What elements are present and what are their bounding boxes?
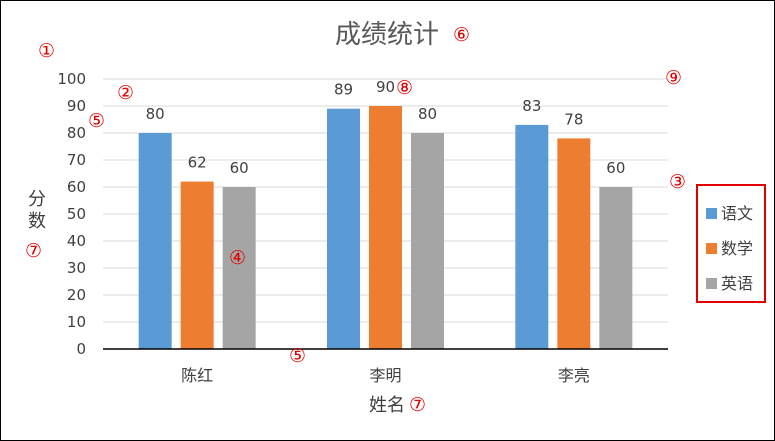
marker-data-series: ④ (229, 247, 246, 269)
data-label: 60 (230, 159, 249, 177)
y-tick-label: 100 (57, 70, 86, 88)
bar-陈红-数学 (180, 181, 214, 349)
data-label: 83 (522, 97, 541, 115)
bar-陈红-英语 (222, 187, 256, 349)
legend-label: 数学 (721, 239, 753, 258)
legend-swatch (706, 243, 717, 254)
legend-swatch (706, 208, 717, 219)
bar-李亮-英语 (599, 187, 633, 349)
marker-axis-title-x: ⑦ (409, 394, 426, 416)
x-tick-label: 陈红 (181, 366, 213, 385)
y-tick-label: 0 (76, 340, 86, 358)
data-label: 80 (146, 105, 165, 123)
y-axis-title: 分数 (28, 189, 46, 232)
data-label: 89 (334, 81, 353, 99)
data-label: 78 (564, 110, 583, 128)
bar-陈红-语文 (138, 133, 172, 349)
marker-chart-area: ① (38, 40, 55, 62)
data-label: 80 (418, 105, 437, 123)
marker-gridline: ⑨ (665, 67, 682, 89)
legend-box (696, 184, 766, 303)
y-tick-label: 50 (67, 205, 86, 223)
y-axis-ticks: 0 10 20 30 40 50 60 70 80 90 100 (57, 70, 86, 358)
y-tick-label: 10 (67, 313, 86, 331)
x-axis-title: 姓名 (369, 395, 405, 416)
y-tick-label: 20 (67, 286, 86, 304)
data-labels: 80 62 60 89 90 80 83 78 60 (146, 78, 626, 177)
y-tick-label: 80 (67, 124, 86, 142)
legend-swatch (706, 278, 717, 289)
marker-axis: ⑤ (289, 345, 306, 367)
bar-李明-数学 (369, 106, 402, 349)
marker-legend: ③ (669, 171, 686, 193)
x-tick-label: 李亮 (558, 366, 590, 385)
legend-label: 语文 (721, 204, 753, 223)
y-tick-label: 70 (67, 151, 86, 169)
legend-label: 英语 (721, 274, 753, 293)
y-tick-label: 60 (67, 178, 86, 196)
x-axis-ticks: 陈红 李明 李亮 (181, 366, 590, 385)
data-label: 90 (376, 78, 395, 96)
marker-axis-y: ⑤ (88, 110, 105, 132)
x-tick-label: 李明 (369, 366, 401, 385)
y-tick-label: 30 (67, 259, 86, 277)
marker-data-label: ⑧ (396, 77, 413, 99)
bar-李明-语文 (327, 108, 360, 349)
y-tick-label: 40 (67, 232, 86, 250)
data-label: 62 (188, 154, 207, 172)
bar-李亮-语文 (515, 124, 549, 350)
bar-李明-英语 (411, 133, 444, 349)
y-tick-label: 90 (67, 97, 86, 115)
bar-李亮-数学 (557, 138, 591, 349)
data-label: 60 (606, 159, 625, 177)
bars (138, 106, 633, 350)
chart-title: 成绩统计 (335, 20, 439, 50)
marker-axis-title-y: ⑦ (25, 240, 42, 262)
marker-plot-area: ② (117, 82, 134, 104)
marker-chart-title: ⑥ (453, 24, 470, 46)
